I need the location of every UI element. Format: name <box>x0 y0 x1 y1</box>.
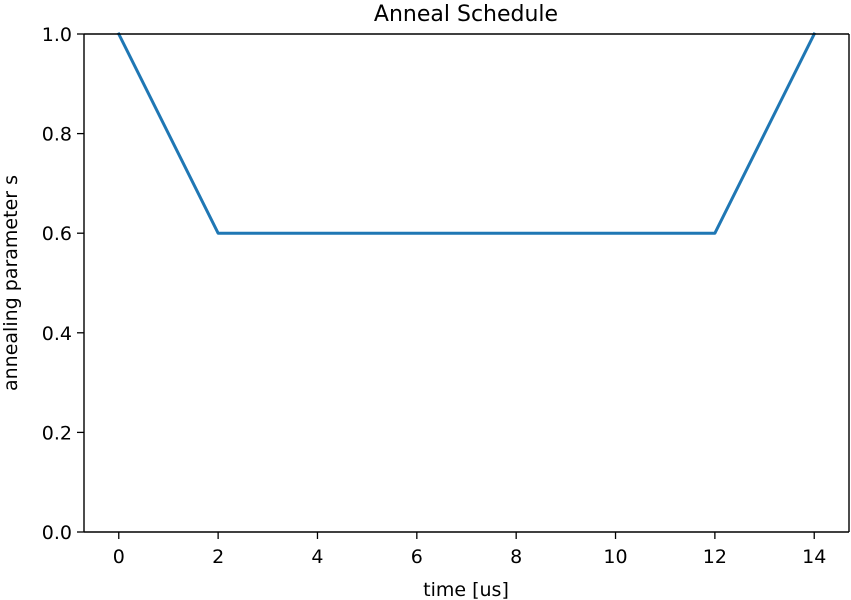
x-tick-label: 8 <box>510 546 522 568</box>
y-axis-label: annealing parameter s <box>0 175 22 391</box>
y-tick-label: 1.0 <box>42 24 72 46</box>
y-tick-label: 0.2 <box>42 422 72 444</box>
y-tick-label: 0.4 <box>42 323 72 345</box>
chart-title: Anneal Schedule <box>374 2 558 27</box>
y-axis-ticks: 0.0 0.2 0.4 0.6 0.8 1.0 <box>42 24 84 544</box>
x-tick-label: 12 <box>703 546 727 568</box>
axes-frame <box>83 33 850 533</box>
y-tick-label: 0.0 <box>42 522 72 544</box>
x-tick-label: 4 <box>311 546 323 568</box>
x-axis-ticks: 0 2 4 6 8 10 12 14 <box>113 532 826 568</box>
x-tick-label: 14 <box>802 546 826 568</box>
series-line-0 <box>116 31 817 235</box>
x-axis-label: time [us] <box>423 579 509 600</box>
x-tick-label: 10 <box>603 546 627 568</box>
y-tick-label: 0.8 <box>42 124 72 146</box>
x-tick-label: 2 <box>212 546 224 568</box>
x-tick-label: 0 <box>113 546 125 568</box>
series-layer <box>116 31 817 235</box>
y-tick-label: 0.6 <box>42 223 72 245</box>
plot-area-background <box>84 34 849 532</box>
x-tick-label: 6 <box>411 546 423 568</box>
